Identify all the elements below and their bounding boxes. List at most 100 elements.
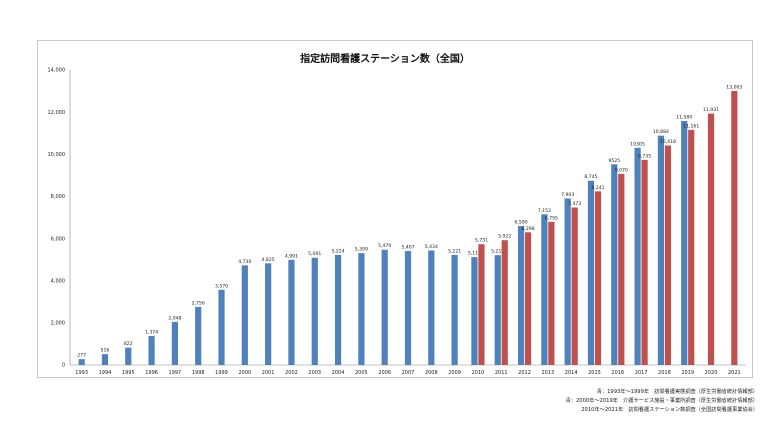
blue-bar [471,257,478,365]
blue-data-label: 10305 [630,141,645,147]
blue-data-label: 4,730 [238,259,251,265]
x-tick-label: 1999 [215,370,228,376]
blue-data-label: 5,309 [355,247,368,253]
blue-bar [564,198,571,365]
x-tick-label: 2011 [495,370,508,376]
x-tick-label: 2005 [355,370,368,376]
blue-bar [404,251,412,365]
blue-data-label: 2,048 [168,315,181,321]
red-data-label: 9,070 [615,167,628,173]
source-note-1: 青：1993年～1999年 訪問看護実態調査（厚生労働省統計情報部） [596,389,758,395]
blue-data-label: 7,903 [561,192,574,198]
red-bar [707,113,715,365]
red-bar [688,129,695,365]
blue-bar [78,359,85,365]
blue-data-label: 4,825 [262,257,275,263]
blue-bar [218,289,225,365]
y-tick-label: 4,000 [51,278,65,284]
x-tick-label: 2003 [308,370,321,376]
x-tick-label: 1998 [192,370,205,376]
x-tick-label: 1995 [122,370,135,376]
x-tick-label: 2008 [425,370,438,376]
blue-data-label: 5,091 [308,251,321,257]
x-tick-label: 2018 [658,370,671,376]
red-bar [478,244,485,365]
blue-data-label: 5,407 [401,245,414,251]
y-tick-label: 12,000 [48,110,66,116]
blue-data-label: 7,153 [538,208,551,214]
blue-bar [611,164,618,365]
y-tick-label: 14,000 [48,68,66,74]
x-tick-label: 2006 [378,370,391,376]
red-bar [641,159,648,365]
blue-data-label: 4,991 [285,253,298,259]
blue-bar [358,253,365,365]
x-tick-label: 2016 [611,370,624,376]
blue-data-label: 5,221 [448,248,461,254]
x-tick-label: 2015 [588,370,601,376]
blue-bar [381,249,388,365]
blue-bar [265,263,272,365]
blue-data-label: 1,374 [145,330,158,336]
x-tick-label: 2019 [681,370,694,376]
blue-bar [587,180,595,365]
y-tick-label: 0 [62,363,65,369]
blue-bar [451,254,458,365]
blue-bar [311,257,318,365]
x-tick-label: 2012 [518,370,531,376]
x-tick-label: 2021 [728,370,741,376]
x-tick-label: 1993 [75,370,88,376]
y-tick-label: 10,000 [48,152,66,158]
blue-data-label: 5,470 [378,243,391,249]
x-tick-label: 2014 [565,370,578,376]
x-tick-label: 2017 [635,370,648,376]
red-bar [664,145,672,365]
chart-title: 指定訪問看護ステーション数（全国） [300,54,470,65]
red-bar [524,232,532,365]
red-data-label: 10,418 [660,139,676,145]
source-note-3: 2010年～2021年 訪問看護ステーション数調査（全国訪問看護事業協会） [581,407,758,413]
red-bar [548,221,555,365]
y-tick-label: 8,000 [51,194,65,200]
x-tick-label: 2002 [285,370,298,376]
blue-bar [288,259,295,365]
blue-data-label: 9525 [608,158,620,164]
x-tick-label: 2013 [541,370,554,376]
blue-bar [101,354,109,365]
blue-data-label: 3,570 [215,283,228,289]
x-tick-label: 1997 [169,370,182,376]
blue-bar [171,321,178,365]
x-tick-label: 1996 [145,370,158,376]
red-data-label: 5,731 [475,238,488,244]
blue-bar [148,336,155,365]
blue-data-label: 2,756 [192,300,205,306]
blue-bar [657,135,665,365]
red-data-label: 9,735 [638,153,651,159]
blue-data-label: 5,212 [491,249,504,255]
blue-bar [681,120,688,365]
red-data-label: 6,298 [521,226,534,232]
x-tick-label: 2001 [262,370,275,376]
blue-data-label: 277 [77,353,86,359]
y-tick-label: 6,000 [51,236,65,242]
chart-frame [37,40,753,378]
red-data-label: 8,241 [591,185,604,191]
red-data-label: 13,003 [726,85,742,91]
blue-bar [334,254,342,365]
x-tick-label: 2004 [332,370,345,376]
red-bar [731,91,738,366]
red-data-label: 11,931 [703,107,719,113]
blue-bar [428,250,435,365]
blue-data-label: 8,745 [584,174,597,180]
blue-bar [494,255,501,365]
blue-data-label: 5,224 [331,248,344,254]
x-tick-label: 2020 [705,370,718,376]
blue-data-label: 6,590 [514,220,527,226]
blue-bar [241,265,248,365]
x-tick-label: 2000 [238,370,251,376]
y-tick-label: 2,000 [51,321,65,327]
x-tick-label: 2009 [448,370,461,376]
blue-data-label: 516 [101,348,110,354]
red-bar [501,240,508,365]
red-data-label: 11,161 [683,123,699,129]
